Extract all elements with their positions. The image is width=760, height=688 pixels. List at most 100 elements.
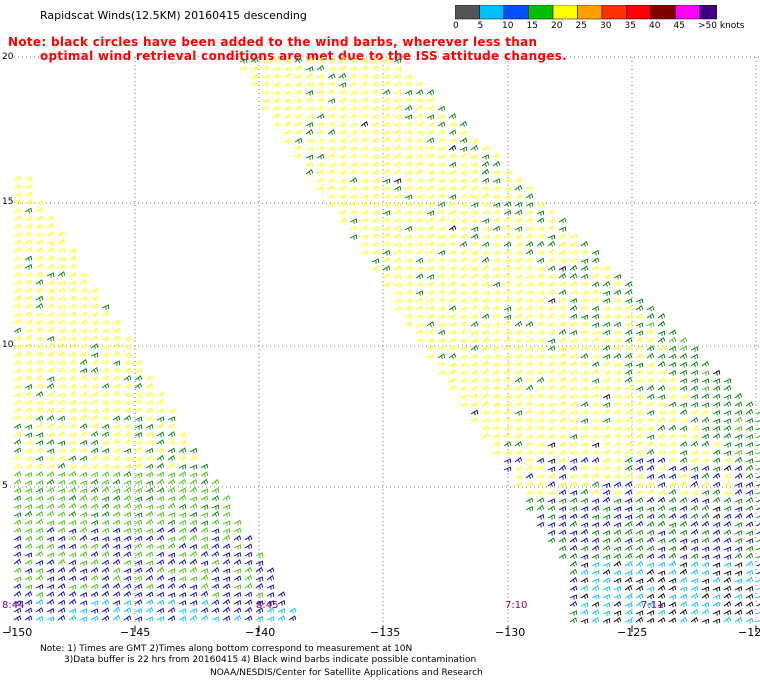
wind-barb — [266, 592, 275, 598]
wind-barb — [657, 609, 666, 616]
wind-barb — [448, 337, 457, 344]
wind-barb — [558, 241, 567, 248]
wind-barb — [569, 281, 578, 287]
wind-barb — [646, 401, 655, 408]
wind-barb — [68, 520, 77, 526]
wind-barb — [437, 154, 446, 160]
wind-barb — [294, 89, 303, 96]
wind-barb — [371, 258, 380, 264]
wind-barb — [167, 527, 176, 534]
wind-barb — [101, 391, 110, 398]
wind-barb — [68, 487, 77, 494]
wind-barb — [701, 440, 710, 447]
wind-barb — [189, 496, 198, 502]
wind-barb — [613, 513, 622, 520]
wind-barb — [734, 552, 743, 559]
wind-barb — [305, 154, 314, 160]
wind-barb — [145, 391, 154, 398]
wind-barb — [426, 338, 435, 344]
wind-barb — [101, 374, 110, 381]
wind-barb — [250, 74, 259, 80]
wind-barb — [24, 375, 33, 382]
wind-barb — [492, 362, 501, 368]
wind-barb — [57, 479, 66, 486]
wind-barb — [536, 338, 545, 344]
wind-barb — [668, 369, 677, 376]
wind-barb — [294, 152, 303, 159]
wind-barb — [101, 310, 110, 317]
wind-barb — [90, 398, 99, 405]
wind-barb — [613, 338, 622, 344]
wind-barb — [393, 282, 402, 288]
wind-barb — [635, 378, 644, 384]
wind-barb — [101, 407, 110, 414]
wind-barb — [591, 529, 600, 536]
wind-barb — [668, 545, 677, 552]
wind-barb — [657, 530, 666, 536]
wind-barb — [569, 441, 578, 448]
wind-barb — [547, 281, 556, 288]
wind-barb — [305, 114, 314, 120]
lat-label-10: 10 — [2, 340, 14, 350]
wind-barb — [701, 408, 710, 415]
wind-barb — [613, 345, 622, 352]
wind-barb — [624, 394, 633, 400]
wind-barb — [305, 129, 314, 135]
wind-barb — [338, 114, 347, 120]
wind-barb — [68, 591, 77, 597]
wind-barb — [437, 306, 446, 312]
wind-barb — [57, 495, 66, 502]
wind-barb — [79, 439, 88, 446]
wind-barb — [101, 400, 110, 406]
wind-barb — [701, 586, 710, 592]
wind-barb — [602, 577, 611, 584]
wind-barb — [602, 385, 611, 392]
wind-barb — [525, 304, 534, 311]
wind-barb — [13, 344, 22, 350]
wind-barb — [13, 471, 22, 477]
wind-barb — [613, 498, 622, 504]
wind-barb — [404, 289, 413, 296]
wind-barb — [613, 449, 622, 456]
wind-barb — [112, 399, 121, 406]
wind-barb — [635, 506, 644, 512]
wind-barb — [624, 602, 633, 608]
wind-barb — [547, 449, 556, 456]
wind-barb — [558, 249, 567, 256]
wind-barb — [569, 234, 578, 240]
wind-barb — [112, 567, 121, 574]
wind-barb — [57, 423, 66, 430]
wind-barb — [24, 407, 33, 413]
wind-barb — [415, 153, 424, 160]
wind-barb — [613, 473, 622, 480]
wind-barb — [701, 386, 710, 392]
wind-barb — [272, 66, 281, 72]
wind-barb — [481, 329, 490, 336]
wind-barb — [448, 161, 457, 168]
wind-barb — [536, 346, 545, 352]
wind-barb — [371, 74, 380, 80]
wind-barb — [35, 223, 44, 230]
wind-barb — [178, 440, 187, 446]
wind-barb — [481, 354, 490, 360]
wind-barb — [470, 226, 479, 232]
wind-barb — [101, 542, 110, 549]
wind-barb — [178, 478, 187, 485]
wind-barb — [470, 338, 479, 344]
wind-barb — [349, 80, 358, 87]
wind-barb — [24, 584, 33, 590]
wind-barb — [316, 81, 325, 88]
wind-barb — [79, 328, 88, 334]
wind-barb — [745, 586, 754, 592]
wind-barb — [35, 374, 44, 381]
wind-barb — [569, 250, 578, 256]
wind-barb — [101, 567, 110, 573]
wind-barb — [13, 431, 22, 438]
wind-barb — [701, 360, 710, 367]
wind-barb — [492, 385, 501, 391]
wind-barb — [492, 377, 501, 384]
wind-barb — [90, 384, 99, 390]
wind-barb — [189, 455, 198, 462]
wind-barb — [305, 121, 314, 128]
wind-barb — [492, 304, 501, 311]
